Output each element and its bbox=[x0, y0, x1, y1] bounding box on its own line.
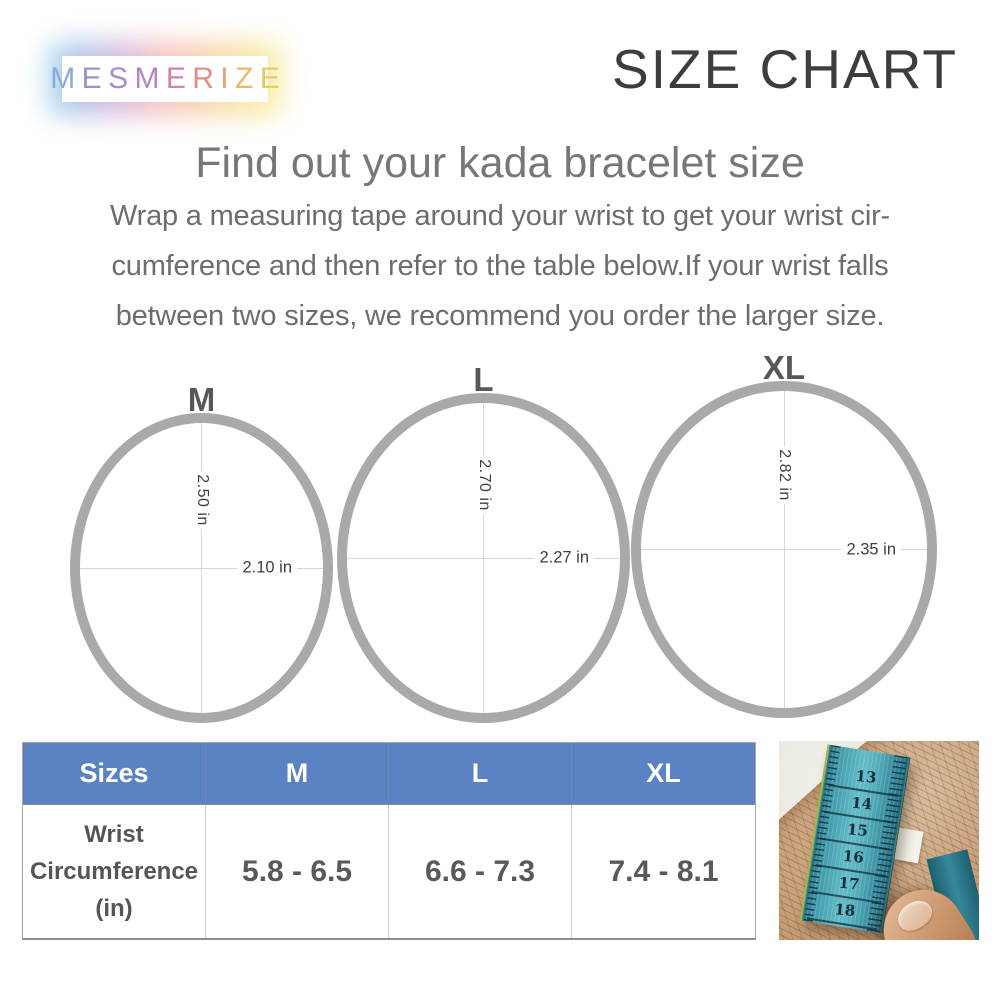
bracelet-ring-xl: XL 2.82 in 2.35 in bbox=[631, 351, 937, 718]
tape-number: 16 bbox=[841, 847, 864, 867]
logo-letter: I bbox=[220, 62, 229, 95]
table-value-l: 6.6 - 7.3 bbox=[389, 805, 572, 938]
tape-number: 13 bbox=[854, 767, 877, 787]
logo-letter: E bbox=[259, 62, 280, 95]
ring-size-label: M bbox=[187, 381, 216, 418]
horizontal-diameter-line bbox=[641, 549, 927, 550]
tape-number: 18 bbox=[833, 900, 856, 921]
horizontal-diameter-line bbox=[347, 557, 620, 559]
logo-letter: R bbox=[192, 62, 214, 95]
logo-letter: M bbox=[134, 62, 160, 95]
ring-size-label: L bbox=[473, 361, 494, 398]
instructions: Wrap a measuring tape around your wrist … bbox=[30, 191, 970, 341]
horizontal-diameter-value: 2.27 in bbox=[534, 548, 594, 568]
table-value-m: 5.8 - 6.5 bbox=[206, 805, 389, 938]
wrist-measurement-photo: 13 14 15 16 17 18 bbox=[779, 741, 979, 940]
logo-letter: S bbox=[108, 62, 129, 95]
table-row-label-cell: Wrist Circumference (in) bbox=[23, 805, 206, 938]
table-header-xl: XL bbox=[572, 743, 755, 805]
logo-letter: M bbox=[50, 62, 76, 95]
logo-letter: Z bbox=[234, 62, 254, 95]
vertical-diameter-value: 2.70 in bbox=[473, 456, 494, 514]
headline: Find out your kada bracelet size bbox=[195, 139, 805, 187]
tape-number: 15 bbox=[845, 820, 869, 841]
table-header-l: L bbox=[389, 743, 572, 805]
ring-size-label: XL bbox=[762, 349, 806, 386]
horizontal-diameter-value: 2.35 in bbox=[841, 540, 901, 559]
instructions-line: Wrap a measuring tape around your wrist … bbox=[109, 200, 891, 232]
instructions-line: between two sizes, we recommend you orde… bbox=[115, 300, 885, 332]
bracelet-ring-l: L 2.70 in 2.27 in bbox=[337, 363, 630, 723]
horizontal-diameter-line bbox=[80, 567, 323, 569]
logo-letter: E bbox=[81, 62, 102, 95]
vertical-diameter-value: 2.82 in bbox=[774, 446, 794, 504]
table-value-xl: 7.4 - 8.1 bbox=[608, 854, 719, 888]
tape-number: 17 bbox=[837, 873, 860, 894]
table-header-sizes: Sizes bbox=[23, 743, 206, 805]
tape-number: 14 bbox=[849, 793, 873, 814]
instructions-line: cumference and then refer to the table b… bbox=[111, 250, 889, 282]
vertical-diameter-value: 2.50 in bbox=[191, 471, 212, 529]
size-table: Sizes M L XL Wrist Circumference (in) 5.… bbox=[22, 742, 756, 940]
logo-letter: E bbox=[165, 62, 186, 95]
bracelet-ring-m: M 2.50 in 2.10 in bbox=[70, 383, 333, 723]
page-title: SIZE CHART bbox=[612, 38, 958, 100]
thumbnail bbox=[892, 894, 937, 937]
horizontal-diameter-value: 2.10 in bbox=[237, 558, 297, 578]
table-header-m: M bbox=[206, 743, 389, 805]
row-label: Wrist Circumference (in) bbox=[29, 820, 199, 923]
